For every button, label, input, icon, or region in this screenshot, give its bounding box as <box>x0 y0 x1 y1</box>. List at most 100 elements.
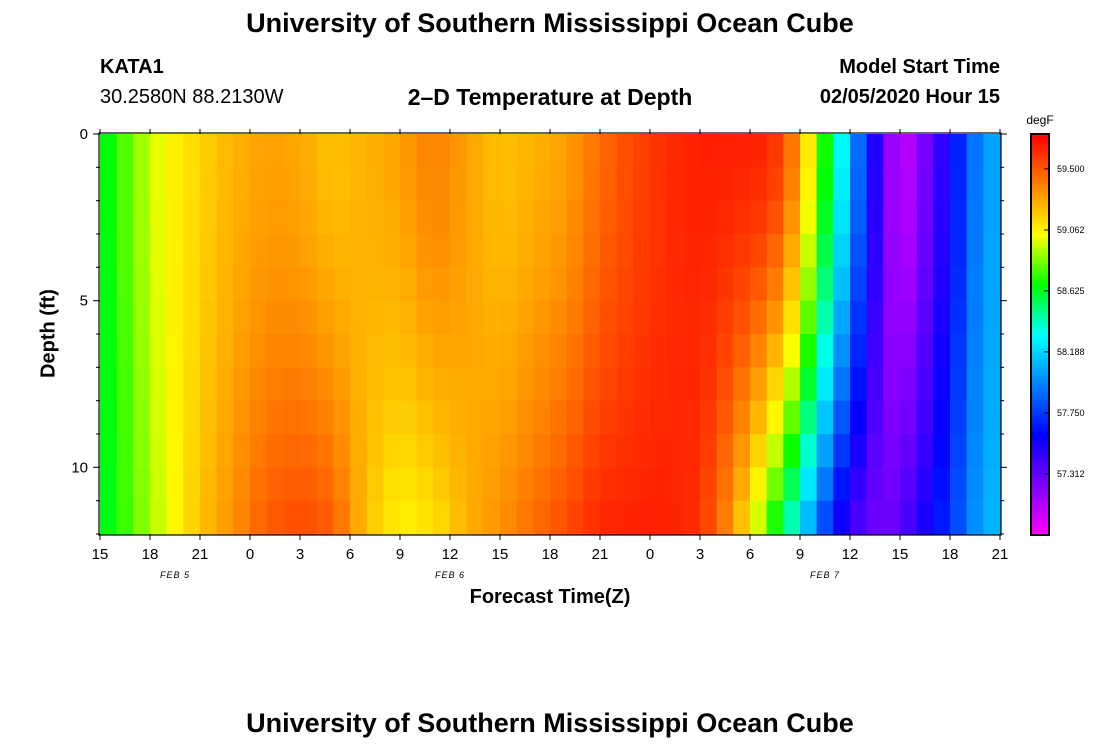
heatmap-cell <box>566 367 584 402</box>
heatmap-cell <box>733 134 751 168</box>
heatmap-cell <box>683 367 701 402</box>
colorbar-swatch <box>1031 528 1049 533</box>
colorbar-swatch <box>1031 511 1049 516</box>
heatmap-cell <box>700 467 718 502</box>
heatmap-cell <box>616 400 634 435</box>
heatmap-cell <box>483 167 501 202</box>
heatmap-cell <box>450 367 468 402</box>
heatmap-cell <box>850 467 868 502</box>
heatmap-cell <box>200 434 218 468</box>
heatmap-cell <box>100 434 118 468</box>
heatmap-cell <box>250 334 268 368</box>
heatmap-cell <box>350 467 368 502</box>
heatmap-cell <box>550 400 568 435</box>
x-tick-label: 6 <box>746 546 754 563</box>
heatmap-cell <box>350 500 368 535</box>
heatmap-cell <box>466 334 484 368</box>
heatmap-cell <box>483 500 501 535</box>
heatmap-cell <box>150 200 168 235</box>
heatmap-cell <box>766 234 784 268</box>
heatmap-cell <box>916 467 934 502</box>
heatmap-cell <box>383 267 401 302</box>
heatmap-cell <box>700 167 718 202</box>
heatmap-cell <box>683 234 701 268</box>
heatmap-cell <box>616 134 634 168</box>
heatmap-cell <box>550 234 568 268</box>
heatmap-cell <box>450 500 468 535</box>
heatmap-cell <box>800 200 818 235</box>
heatmap-cell <box>716 400 734 435</box>
heatmap-cell <box>383 300 401 335</box>
heatmap-cell <box>883 267 901 302</box>
heatmap-cell <box>883 467 901 502</box>
heatmap-cell <box>216 334 234 368</box>
heatmap-cell <box>850 267 868 302</box>
heatmap-cell <box>200 134 218 168</box>
heatmap-cell <box>400 200 418 235</box>
heatmap-cell <box>366 267 384 302</box>
colorbar-swatch <box>1031 514 1049 519</box>
heatmap-cell <box>416 367 434 402</box>
colorbar-swatch <box>1031 200 1049 205</box>
heatmap-cell <box>283 134 301 168</box>
heatmap-cell <box>300 467 318 502</box>
colorbar-swatch <box>1031 301 1049 305</box>
heatmap-cell <box>433 267 451 302</box>
heatmap-cell <box>233 467 251 502</box>
colorbar-swatch <box>1031 227 1049 232</box>
heatmap-cell <box>866 167 884 202</box>
colorbar-swatch <box>1031 484 1049 489</box>
colorbar-tick-label: 59.062 <box>1057 225 1085 235</box>
colorbar-swatch <box>1031 451 1049 456</box>
heatmap-cell <box>133 300 151 335</box>
heatmap-cell <box>866 467 884 502</box>
heatmap-cell <box>150 134 168 168</box>
heatmap-cell <box>366 334 384 368</box>
heatmap-cell <box>400 434 418 468</box>
heatmap-cell <box>733 467 751 502</box>
heatmap-cell <box>300 500 318 535</box>
heatmap-cell <box>900 134 918 168</box>
heatmap-cell <box>166 200 184 235</box>
heatmap-cell <box>733 367 751 402</box>
heatmap-cell <box>750 367 768 402</box>
colorbar-swatch <box>1031 444 1049 449</box>
heatmap-cell <box>500 500 518 535</box>
heatmap-cell <box>733 334 751 368</box>
x-tick-label: 18 <box>142 546 159 563</box>
heatmap-cell <box>533 300 551 335</box>
heatmap-cell <box>166 234 184 268</box>
heatmap-cell <box>100 200 118 235</box>
heatmap-cell <box>433 500 451 535</box>
heatmap-cell <box>433 234 451 268</box>
heatmap-cell <box>416 334 434 368</box>
model-start-value: 02/05/2020 Hour 15 <box>819 86 1000 108</box>
heatmap-cell <box>266 234 284 268</box>
heatmap-cell <box>516 267 534 302</box>
heatmap-cell <box>166 300 184 335</box>
heatmap-cell <box>166 467 184 502</box>
heatmap-cell <box>866 400 884 435</box>
heatmap-cell <box>750 267 768 302</box>
heatmap-cell <box>116 134 134 168</box>
heatmap-cell <box>583 167 601 202</box>
heatmap-cell <box>783 267 801 302</box>
heatmap-cell <box>666 267 684 302</box>
heatmap-cell <box>483 334 501 368</box>
x-tick-label: 12 <box>442 546 459 563</box>
colorbar-tick-label: 57.312 <box>1057 469 1085 479</box>
heatmap-cell <box>566 200 584 235</box>
heatmap-cell <box>333 167 351 202</box>
heatmap-cell <box>766 267 784 302</box>
colorbar-swatch <box>1031 434 1049 439</box>
heatmap-cell <box>216 200 234 235</box>
heatmap-cell <box>900 334 918 368</box>
heatmap-cell <box>716 467 734 502</box>
heatmap-cell <box>183 167 201 202</box>
colorbar-swatch <box>1031 478 1049 483</box>
heatmap-cell <box>883 434 901 468</box>
heatmap-cell <box>183 500 201 535</box>
heatmap-cell <box>316 200 334 235</box>
colorbar-swatch <box>1031 341 1049 346</box>
heatmap-cell <box>766 300 784 335</box>
